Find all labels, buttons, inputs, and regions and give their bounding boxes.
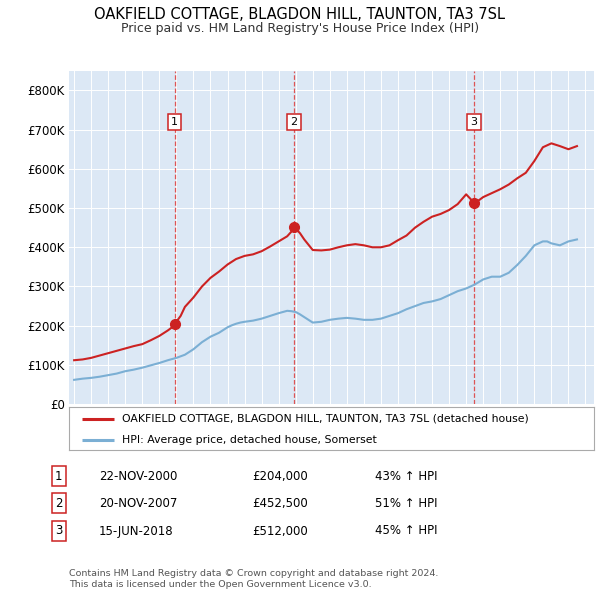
Text: Contains HM Land Registry data © Crown copyright and database right 2024.
This d: Contains HM Land Registry data © Crown c… [69,569,439,589]
Text: 3: 3 [470,117,478,127]
Text: 20-NOV-2007: 20-NOV-2007 [99,497,178,510]
Text: £204,000: £204,000 [252,470,308,483]
Text: £512,000: £512,000 [252,525,308,537]
Text: £452,500: £452,500 [252,497,308,510]
Text: 22-NOV-2000: 22-NOV-2000 [99,470,178,483]
Text: 2: 2 [290,117,298,127]
Text: 3: 3 [55,525,62,537]
Text: 43% ↑ HPI: 43% ↑ HPI [375,470,437,483]
Text: 45% ↑ HPI: 45% ↑ HPI [375,525,437,537]
Text: Price paid vs. HM Land Registry's House Price Index (HPI): Price paid vs. HM Land Registry's House … [121,22,479,35]
Text: HPI: Average price, detached house, Somerset: HPI: Average price, detached house, Some… [121,435,376,445]
Text: 1: 1 [171,117,178,127]
Text: 2: 2 [55,497,62,510]
Text: OAKFIELD COTTAGE, BLAGDON HILL, TAUNTON, TA3 7SL (detached house): OAKFIELD COTTAGE, BLAGDON HILL, TAUNTON,… [121,414,528,424]
Text: 15-JUN-2018: 15-JUN-2018 [99,525,173,537]
Text: 1: 1 [55,470,62,483]
Text: OAKFIELD COTTAGE, BLAGDON HILL, TAUNTON, TA3 7SL: OAKFIELD COTTAGE, BLAGDON HILL, TAUNTON,… [95,7,505,22]
Text: 51% ↑ HPI: 51% ↑ HPI [375,497,437,510]
